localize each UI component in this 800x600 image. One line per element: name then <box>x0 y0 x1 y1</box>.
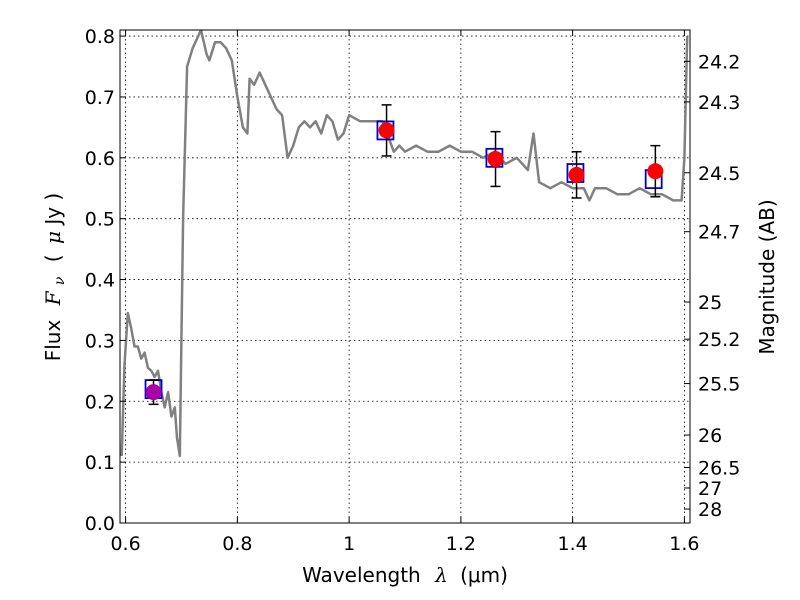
y-tick-label: 0.3 <box>85 330 115 352</box>
x-tick-label: 1.2 <box>446 533 476 555</box>
y-tick-label: 0.1 <box>85 452 115 474</box>
y2-tick-label: 26.5 <box>698 457 740 479</box>
y2-tick-label: 24.7 <box>698 222 740 244</box>
y-tick-label: 0.7 <box>85 87 115 109</box>
y2-tick-label: 25.2 <box>698 329 740 351</box>
y-tick-label: 0.5 <box>85 209 115 231</box>
y2-tick-label: 27 <box>698 478 722 500</box>
x-tick-label: 1.6 <box>669 533 699 555</box>
observed-point <box>647 163 664 180</box>
y2-tick-label: 24.3 <box>698 92 740 114</box>
axes: 0.6 0.8 1 1.2 1.4 1.6 0.0 0.1 0.2 0.3 0.4 0.5 0.6 0.7… <box>85 26 741 555</box>
x-tick-label: 1.4 <box>558 533 588 555</box>
observed-point <box>568 166 585 183</box>
y-tick-label: 0.8 <box>85 26 115 48</box>
y-tick-label: 0.0 <box>85 513 115 535</box>
plot-frame <box>119 29 691 524</box>
y2-tick-label: 24.5 <box>698 163 740 185</box>
x-tick-label: 0.6 <box>110 533 140 555</box>
x-tick-label: 0.8 <box>222 533 252 555</box>
x-tick-label: 1 <box>343 533 355 555</box>
y2-tick-label: 24.2 <box>698 51 740 73</box>
y-tick-label: 0.6 <box>85 148 115 170</box>
y2-tick-label: 25 <box>698 292 722 314</box>
spectrum-line <box>120 30 689 458</box>
y2-tick-label: 26 <box>698 425 722 447</box>
y2-axis-title: Magnitude (AB) <box>755 199 779 354</box>
plot-area <box>120 30 689 458</box>
x-axis-title: Wavelength λ (μm) <box>302 563 508 587</box>
observed-point <box>487 151 504 168</box>
y-axis-title: Flux F ν ( μ Jy ) <box>41 193 69 362</box>
observed-point <box>145 384 162 401</box>
observed-point <box>378 122 395 139</box>
y-tick-label: 0.4 <box>85 270 115 292</box>
y2-tick-label: 25.5 <box>698 374 740 396</box>
grid <box>120 30 690 523</box>
y-tick-label: 0.2 <box>85 391 115 413</box>
y2-tick-label: 28 <box>698 499 722 521</box>
